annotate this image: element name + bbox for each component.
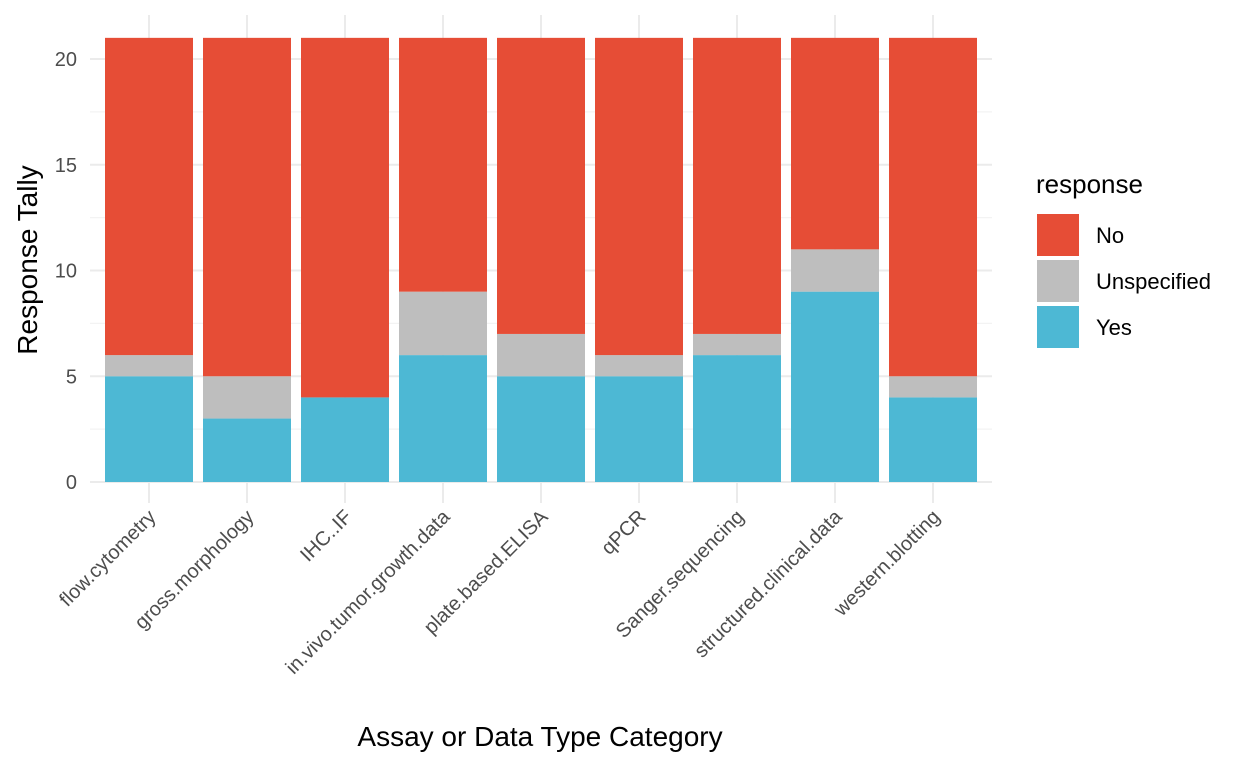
legend-label-yes: Yes — [1096, 315, 1132, 340]
legend-title: response — [1036, 169, 1143, 199]
x-axis-title: Assay or Data Type Category — [357, 721, 722, 752]
y-tick-label: 15 — [55, 155, 77, 177]
bar-segment-no — [497, 37, 585, 334]
legend-swatch-yes — [1037, 306, 1079, 348]
legend-label-unspecified: Unspecified — [1096, 269, 1211, 294]
bar-segment-no — [595, 37, 683, 356]
bar-segment-yes — [399, 355, 487, 482]
y-tick-label: 5 — [66, 366, 77, 388]
bar-segment-unspecified — [889, 376, 977, 398]
bar-segment-no — [301, 37, 389, 398]
x-tick-label: flow.cytometry — [55, 506, 160, 611]
bar-segment-yes — [595, 376, 683, 482]
y-axis-title: Response Tally — [12, 165, 43, 354]
bar-segment-no — [203, 37, 291, 377]
bar-segment-yes — [693, 355, 781, 482]
bar-segment-no — [889, 37, 977, 377]
y-tick-label: 0 — [66, 472, 77, 494]
bar-segment-unspecified — [203, 376, 291, 419]
x-tick-label: IHC..IF — [296, 506, 356, 566]
x-tick-label: western.blotting — [829, 506, 944, 621]
legend: response No Unspecified Yes — [1036, 169, 1211, 348]
bar-segment-yes — [497, 376, 585, 482]
bar-segment-yes — [105, 376, 193, 482]
bar-segment-no — [105, 37, 193, 356]
bar-segment-unspecified — [693, 333, 781, 356]
x-tick-label: in.vivo.tumor.growth.data — [282, 505, 455, 678]
y-axis: 0 5 10 15 20 — [55, 49, 77, 494]
y-tick-label: 20 — [55, 49, 77, 71]
bar-segment-unspecified — [399, 291, 487, 356]
bar-segment-yes — [889, 397, 977, 482]
bar-segment-unspecified — [497, 333, 585, 377]
bar-segment-no — [399, 37, 487, 292]
bar-segment-unspecified — [791, 249, 879, 292]
y-tick-label: 10 — [55, 261, 77, 283]
legend-swatch-no — [1037, 214, 1079, 256]
legend-swatch-unspecified — [1037, 260, 1079, 302]
bar-segment-yes — [791, 291, 879, 482]
bar-segment-yes — [203, 418, 291, 482]
bar-segment-no — [791, 37, 879, 250]
bar-segment-unspecified — [105, 355, 193, 377]
bars — [105, 37, 977, 482]
bar-segment-yes — [301, 397, 389, 482]
bar-segment-no — [693, 37, 781, 334]
bar-segment-unspecified — [595, 355, 683, 377]
legend-label-no: No — [1096, 223, 1124, 248]
x-tick-label: qPCR — [597, 506, 650, 559]
